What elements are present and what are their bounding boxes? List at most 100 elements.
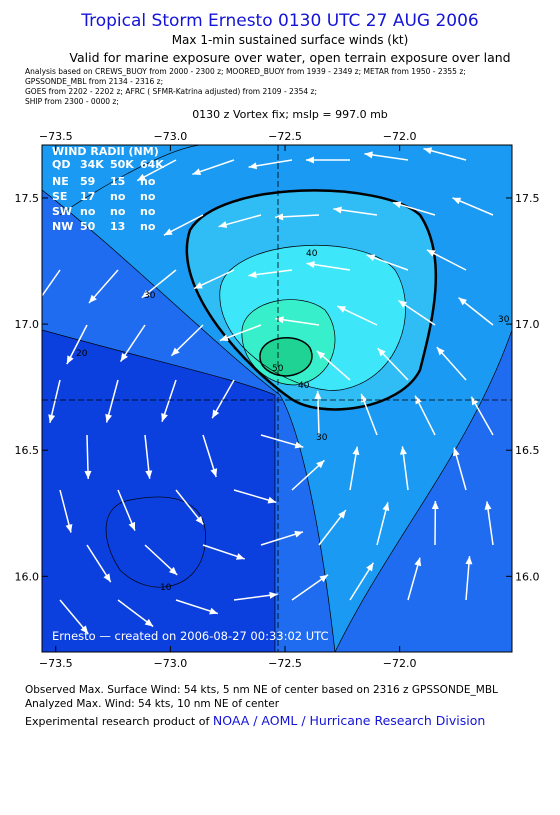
wind-arrow-head <box>236 553 245 560</box>
contour-label: 40 <box>298 381 310 391</box>
table-title: WIND RADII (NM) <box>52 145 159 158</box>
analysis-line: SHIP from 2300 - 0000 z; <box>25 97 119 106</box>
y-tick-label: 16.0 <box>515 570 540 583</box>
wind-arrow-head <box>195 516 204 525</box>
table-cell: no <box>110 205 126 218</box>
wind-radii-table: WIND RADII (NM)QD 34K 50K 64K NE 59 15 no SE 17 no… <box>52 145 164 233</box>
table-header: 34K <box>80 158 104 171</box>
contour-label: 10 <box>160 583 172 593</box>
product-link[interactable]: NOAA / AOML / Hurricane Research Divisio… <box>213 713 485 728</box>
wind-arrow-head <box>465 556 473 565</box>
wind-arrow-head <box>398 300 408 308</box>
observed-max: Observed Max. Surface Wind: 54 kts, 5 nm… <box>25 684 498 696</box>
wind-arrow-head <box>65 523 73 533</box>
analyzed-max: Analyzed Max. Wind: 54 kts, 10 nm NE of … <box>25 698 280 710</box>
wind-arrow-head <box>314 391 322 400</box>
table-cell: 50 <box>80 220 96 233</box>
y-tick-label: 17.0 <box>15 318 40 331</box>
contour-label: 30 <box>316 433 328 443</box>
wind-arrow-head <box>137 173 146 181</box>
contour-label: 20 <box>76 349 88 359</box>
wind-arrow-head <box>209 607 218 615</box>
wind-arrow-head <box>337 306 347 313</box>
table-header: 64K <box>140 158 164 171</box>
wind-arrow-head <box>218 221 228 228</box>
contour-34kt <box>185 189 438 411</box>
core <box>259 337 313 377</box>
wind-arrow-head <box>377 348 386 357</box>
wind-arrow-head <box>423 147 433 155</box>
wind-arrow-head <box>294 530 303 538</box>
table-cell: no <box>110 190 126 203</box>
wind-arrow-head <box>66 355 74 365</box>
wind-arrow-head <box>431 501 439 510</box>
wind-arrow-head <box>269 591 278 599</box>
wind-arrow-head <box>436 347 445 356</box>
y-tick-label: 16.5 <box>15 444 40 457</box>
wind-arrow-head <box>48 414 56 423</box>
table-cell: no <box>140 205 156 218</box>
analysis-line: Analysis based on CREWS_BUOY from 2000 -… <box>25 67 466 76</box>
y-tick-label: 17.0 <box>515 318 540 331</box>
credit: Ernesto — created on 2006-08-27 00:33:02… <box>52 629 329 643</box>
table-cell: no <box>80 205 96 218</box>
wind-arrow-head <box>275 213 284 221</box>
vortex-fix: 0130 z Vortex fix; mslp = 997.0 mb <box>192 108 388 121</box>
table-header: 50K <box>110 158 134 171</box>
x-tick-label: −73.0 <box>154 657 188 670</box>
analysis-line: GPSSONDE_MBL from 2134 - 2316 z; <box>25 77 163 86</box>
wind-arrow-head <box>306 156 314 164</box>
subtitle: Max 1-min sustained surface winds (kt) <box>172 33 409 47</box>
wind-arrow-head <box>84 470 92 479</box>
contour-label: 50 <box>272 364 284 374</box>
y-tick-label: 17.5 <box>515 192 540 205</box>
product-line: Experimental research product of NOAA / … <box>25 713 485 728</box>
wind-arrow-head <box>128 521 136 531</box>
wind-arrow-head <box>248 271 257 279</box>
wind-arrow-head <box>338 510 346 519</box>
wind-arrow-head <box>42 301 43 302</box>
table-cell: NW <box>52 220 73 233</box>
wind-arrow-head <box>212 409 220 419</box>
wind-arrow-head <box>319 574 329 583</box>
wind-arrow-head <box>192 168 202 176</box>
table-cell: 17 <box>80 190 95 203</box>
title: Tropical Storm Ernesto 0130 UTC 27 AUG 2… <box>80 11 479 31</box>
wind-arrow-head <box>141 289 151 298</box>
contour-label: 30 <box>144 291 156 301</box>
y-tick-label: 16.5 <box>515 444 540 457</box>
wind-arrow-head <box>415 395 422 405</box>
x-tick-label: −73.0 <box>154 130 188 143</box>
wind-arrow-shaft <box>42 269 61 298</box>
wind-arrow-head <box>210 468 218 477</box>
table-cell: 15 <box>110 175 125 188</box>
wind-arrow-head <box>168 566 178 575</box>
wind-arrow-head <box>352 446 360 456</box>
product-prefix: Experimental research product of <box>25 715 210 728</box>
x-tick-label: −73.5 <box>39 130 73 143</box>
wind-arrow-head <box>163 228 173 236</box>
wind-arrow-head <box>364 151 373 159</box>
wind-arrow-head <box>316 460 325 469</box>
analysis-line: GOES from 2202 - 2202 z; AFRC ( SFMR-Kat… <box>25 87 317 96</box>
x-tick-label: −72.5 <box>268 130 302 143</box>
wind-arrow-head <box>161 413 168 422</box>
wind-vectors <box>42 147 494 635</box>
contour-label: 40 <box>306 249 318 259</box>
x-tick-label: −72.5 <box>268 657 302 670</box>
wind-field <box>42 145 512 652</box>
wind-arrow-head <box>306 261 315 269</box>
table-cell: SE <box>52 190 67 203</box>
wind-arrow-head <box>360 393 368 403</box>
table-cell: no <box>140 175 156 188</box>
wind-arrow-head <box>120 352 128 362</box>
wind-arrow-head <box>294 441 304 449</box>
wind-arrow-head <box>426 249 436 257</box>
wind-arrow-head <box>458 297 468 306</box>
wind-arrow-head <box>80 625 89 634</box>
wind-arrow-head <box>366 562 374 572</box>
wind-arrow-head <box>366 254 376 262</box>
wind-arrow-head <box>414 557 422 567</box>
valid-note: Valid for marine exposure over water, op… <box>69 50 510 65</box>
table-header: QD <box>52 158 70 171</box>
